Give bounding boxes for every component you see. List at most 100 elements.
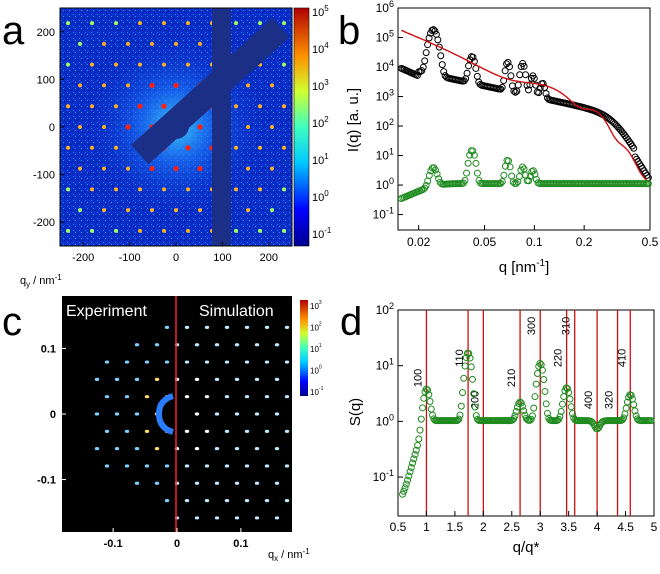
bragg-spot — [114, 187, 118, 192]
tick-label-c-x: 0 — [174, 538, 180, 550]
bragg-spot — [234, 145, 238, 150]
data-point-sq — [456, 411, 464, 419]
reflection-label: 310 — [561, 317, 573, 335]
data-point-structure-factor — [463, 169, 471, 177]
simulated-spot — [194, 377, 200, 381]
bragg-spot — [66, 62, 70, 67]
data-point-sq — [411, 451, 419, 459]
axis-label-qq: q/q* — [513, 539, 540, 556]
bragg-spot — [138, 21, 142, 26]
tick-label-b-x: 0.2 — [576, 235, 593, 249]
simulated-spot — [154, 481, 160, 485]
data-point-experiment — [504, 58, 512, 66]
simulated-spot — [164, 499, 170, 503]
bragg-spot — [270, 125, 274, 129]
bragg-spot — [162, 228, 166, 233]
simulated-spot — [234, 447, 240, 451]
tick-label-b-y: 103 — [376, 88, 394, 104]
data-point-sq — [620, 414, 628, 422]
bragg-spot — [198, 41, 202, 46]
simulated-spot — [144, 395, 150, 399]
bragg-spot — [186, 21, 190, 26]
data-point-sq — [563, 384, 571, 392]
data-point-experiment — [437, 52, 445, 60]
data-point-sq — [405, 472, 413, 480]
data-point-structure-factor — [518, 163, 526, 171]
simulated-spot — [134, 412, 140, 416]
tick-label-d-x: 1 — [423, 520, 430, 534]
axis-label-qy: qy / nm-1 — [20, 273, 62, 289]
reflection-label: 220 — [553, 349, 565, 367]
simulated-spot — [194, 343, 200, 347]
simulated-spot — [244, 429, 250, 433]
simulated-spot — [284, 325, 290, 329]
simulation-image — [62, 296, 292, 532]
data-point-sq — [471, 403, 479, 411]
panel-c: Experiment Simulation 103 102 101 100 10-1 -… — [37, 296, 324, 563]
simulated-spot — [224, 499, 230, 503]
bragg-spot — [174, 41, 178, 46]
bragg-spot — [138, 228, 142, 233]
data-point-experiment — [463, 69, 471, 77]
data-point-structure-factor — [469, 147, 477, 155]
bragg-spot — [78, 166, 82, 171]
tick-label-a-y: 100 — [37, 74, 55, 86]
simulated-spot — [194, 481, 200, 485]
tick-label-d-x: 5 — [651, 520, 658, 534]
data-point-experiment — [511, 88, 519, 96]
data-point-experiment — [419, 63, 427, 71]
data-point-sq — [460, 374, 468, 382]
simulated-spot — [284, 429, 290, 433]
tick-label-a-y: 200 — [37, 27, 55, 39]
bragg-spot — [66, 187, 70, 192]
bragg-spot — [126, 166, 130, 171]
simulation-label: Simulation — [199, 303, 274, 320]
data-point-sq — [557, 408, 565, 416]
bragg-spot — [102, 41, 106, 46]
data-point-structure-factor — [497, 179, 505, 187]
data-point-experiment — [440, 68, 448, 76]
simulated-spot — [114, 447, 120, 451]
panel-label-d: d — [340, 300, 362, 344]
data-point-structure-factor — [525, 177, 533, 185]
simulated-spot — [224, 429, 230, 433]
data-point-experiment — [507, 72, 515, 80]
simulated-spot — [254, 481, 260, 485]
data-point-sq — [470, 390, 478, 398]
bragg-spot — [114, 21, 118, 26]
bragg-spot — [114, 145, 118, 150]
simulated-spot — [254, 516, 260, 520]
simulated-spot — [274, 412, 280, 416]
simulated-spot — [204, 360, 210, 364]
simulated-spot — [154, 447, 160, 451]
colorbar-a-label: 105 — [312, 4, 329, 19]
simulated-spot — [224, 360, 230, 364]
tick-label-b-y: 100 — [376, 176, 394, 192]
panel-d: 100 110 200 210 300 220 310 400 320 410 0.5 1 1.5 2 2… — [347, 301, 658, 556]
colorbar-a — [293, 7, 310, 247]
simulated-spot — [224, 395, 230, 399]
simulated-spot — [284, 499, 290, 503]
simulated-spot — [244, 499, 250, 503]
data-point-sq — [459, 389, 467, 397]
simulated-spot — [184, 360, 190, 364]
axis-label-sq: S(q) — [347, 398, 364, 426]
simulated-spot — [234, 343, 240, 347]
panel-d-plot: 100 110 200 210 300 220 310 400 320 410 — [399, 310, 655, 516]
bragg-spot — [186, 187, 190, 192]
bragg-spot — [186, 62, 190, 67]
bragg-spot — [258, 104, 262, 109]
colorbar-c-label: 102 — [310, 322, 322, 333]
data-point-structure-factor — [512, 179, 520, 187]
simulated-spot — [184, 499, 190, 503]
data-point-sq — [527, 415, 535, 423]
data-point-experiment — [520, 62, 528, 70]
simulated-spot — [264, 395, 270, 399]
data-point-sq — [404, 476, 412, 484]
simulated-spot — [274, 343, 280, 347]
data-point-experiment — [425, 34, 433, 42]
simulated-spot — [124, 395, 130, 399]
tick-label-a-x: -100 — [119, 252, 141, 264]
tick-label-b-x: 0.5 — [642, 235, 659, 249]
simulated-spot — [124, 429, 130, 433]
